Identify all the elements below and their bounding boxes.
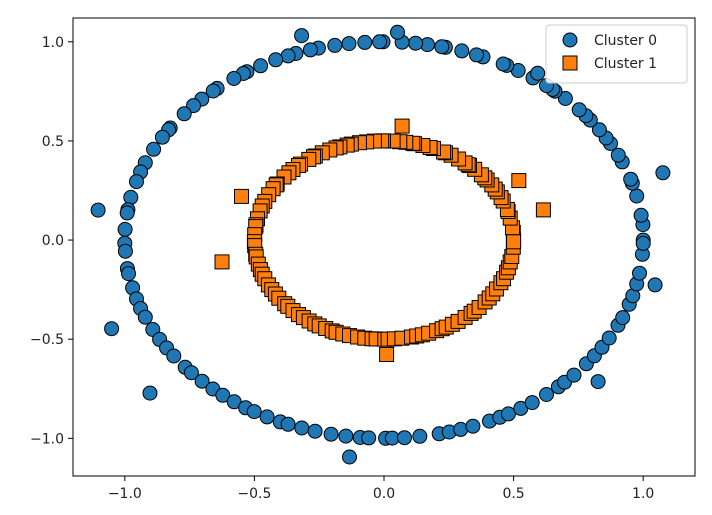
cluster-0-point-36 [302, 42, 318, 58]
cluster-0-point-2 [633, 207, 649, 223]
cluster-0-point-14 [557, 91, 573, 106]
cluster-0-point-84 [307, 423, 323, 439]
cluster-0-point-28 [408, 35, 424, 51]
cluster-0-point-74 [194, 373, 210, 389]
y-tick-label-1: −0.5 [30, 332, 64, 348]
cluster-0-point-21 [495, 56, 511, 72]
cluster-0-point-123 [142, 385, 158, 401]
cluster-0-point-34 [327, 37, 343, 53]
cluster-0-point-24 [454, 43, 470, 59]
cluster-0-point-71 [166, 348, 182, 364]
cluster-0-point-117 [635, 235, 651, 251]
cluster-0-point-63 [121, 266, 136, 282]
cluster-0-point-80 [259, 409, 275, 425]
legend-cluster-1-label: Cluster 1 [594, 56, 657, 72]
cluster-0-point-76 [215, 387, 231, 403]
cluster-0-point-109 [601, 330, 617, 346]
cluster-0-point-121 [390, 24, 405, 40]
legend-cluster-0-label: Cluster 0 [594, 33, 657, 49]
cluster-0-point-102 [539, 387, 554, 402]
cluster-1-point-122 [511, 173, 527, 189]
cluster-0-point-120 [530, 65, 546, 81]
series-0 [90, 24, 671, 465]
cluster-0-point-118 [655, 165, 671, 181]
y-tick-label-3: 0.5 [42, 134, 64, 150]
cluster-0-point-40 [253, 58, 269, 74]
cluster-0-point-86 [338, 428, 354, 444]
cluster-0-point-55 [129, 174, 144, 190]
cluster-0-point-32 [357, 34, 373, 50]
cluster-0-point-59 [117, 221, 133, 237]
cluster-0-point-26 [434, 39, 450, 55]
cluster-0-point-83 [294, 420, 310, 436]
cluster-0-point-33 [341, 36, 357, 52]
cluster-0-point-56 [123, 189, 139, 205]
cluster-0-point-31 [372, 34, 388, 50]
cluster-0-point-119 [90, 202, 106, 218]
cluster-1-point-123 [234, 188, 249, 204]
cluster-0-point-13 [571, 102, 587, 118]
points-layer [90, 24, 671, 465]
cluster-1-point-121 [379, 347, 395, 362]
cluster-0-point-124 [342, 449, 357, 465]
series-1 [214, 118, 551, 362]
cluster-0-point-48 [176, 106, 192, 122]
cluster-0-point-58 [119, 205, 135, 221]
cluster-0-point-105 [566, 367, 582, 383]
cluster-1-point-118 [214, 254, 230, 270]
y-tick-label-0: −1.0 [30, 431, 64, 447]
cluster-0-point-67 [137, 309, 153, 325]
cluster-0-point-52 [146, 141, 162, 157]
cluster-0-point-45 [205, 83, 221, 99]
cluster-0-point-125 [590, 374, 606, 390]
cluster-0-point-101 [524, 395, 540, 411]
legend: Cluster 0 Cluster 1 [545, 24, 688, 84]
cluster-0-point-88 [361, 430, 377, 446]
cluster-0-point-79 [246, 404, 262, 420]
cluster-0-point-85 [323, 426, 339, 442]
plot-area [73, 18, 695, 476]
legend-cluster-1-marker [562, 55, 578, 71]
cluster-1-point-119 [535, 202, 551, 218]
legend-cluster-0-marker [562, 32, 578, 48]
cluster-0-point-43 [226, 71, 242, 86]
cluster-0-point-61 [117, 243, 133, 259]
cluster-1-point-120 [394, 118, 410, 134]
axes-layer: −1.0 −0.5 0.0 0.5 1.0 −1.0 −0.5 0.0 0.5 1.0 [30, 35, 654, 502]
cluster-0-point-91 [397, 430, 412, 446]
cluster-0-point-7 [610, 147, 626, 163]
cluster-0-point-3 [629, 188, 645, 204]
cluster-0-point-82 [280, 416, 296, 432]
cluster-0-point-38 [280, 48, 296, 64]
cluster-0-point-126 [647, 277, 663, 293]
cluster-0-point-115 [632, 265, 647, 281]
cluster-0-point-122 [294, 28, 310, 44]
legend-box [545, 24, 688, 84]
x-tick-label-0: −1.0 [108, 486, 142, 502]
cluster-0-point-23 [469, 47, 484, 63]
cluster-0-point-127 [104, 321, 120, 337]
x-tick-label-1: −0.5 [237, 486, 271, 502]
cluster-0-point-96 [465, 418, 481, 434]
cluster-0-point-92 [412, 428, 428, 444]
cluster-0-point-111 [615, 310, 631, 326]
cluster-0-point-51 [154, 129, 170, 145]
cluster-1-point-117 [506, 234, 522, 250]
cluster-0-point-39 [268, 52, 284, 68]
cluster-0-point-5 [623, 171, 639, 187]
y-tick-label-2: 0.0 [42, 233, 64, 249]
x-tick-label-4: 1.0 [632, 486, 654, 502]
cluster-0-point-99 [500, 406, 516, 422]
y-tick-label-4: 1.0 [42, 35, 64, 51]
cluster-0-point-73 [183, 365, 199, 381]
x-tick-label-3: 0.5 [502, 486, 524, 502]
cluster-0-point-10 [591, 122, 607, 138]
x-tick-label-2: 0.0 [373, 486, 395, 502]
